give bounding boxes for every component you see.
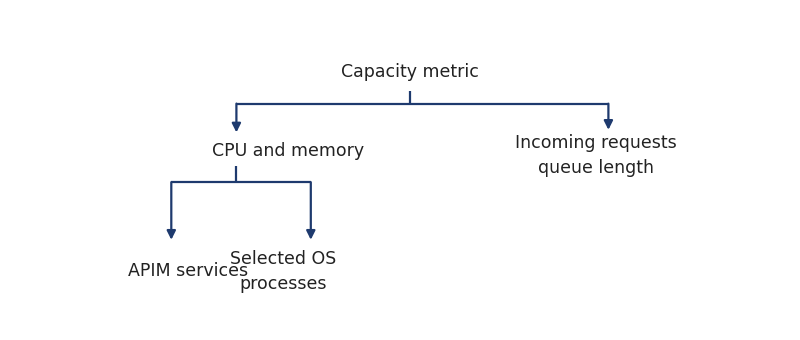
Text: Selected OS
processes: Selected OS processes (230, 250, 336, 293)
Text: Incoming requests
queue length: Incoming requests queue length (515, 135, 677, 177)
Text: APIM services: APIM services (128, 262, 248, 280)
Text: Capacity metric: Capacity metric (341, 63, 479, 81)
Text: CPU and memory: CPU and memory (211, 142, 364, 160)
